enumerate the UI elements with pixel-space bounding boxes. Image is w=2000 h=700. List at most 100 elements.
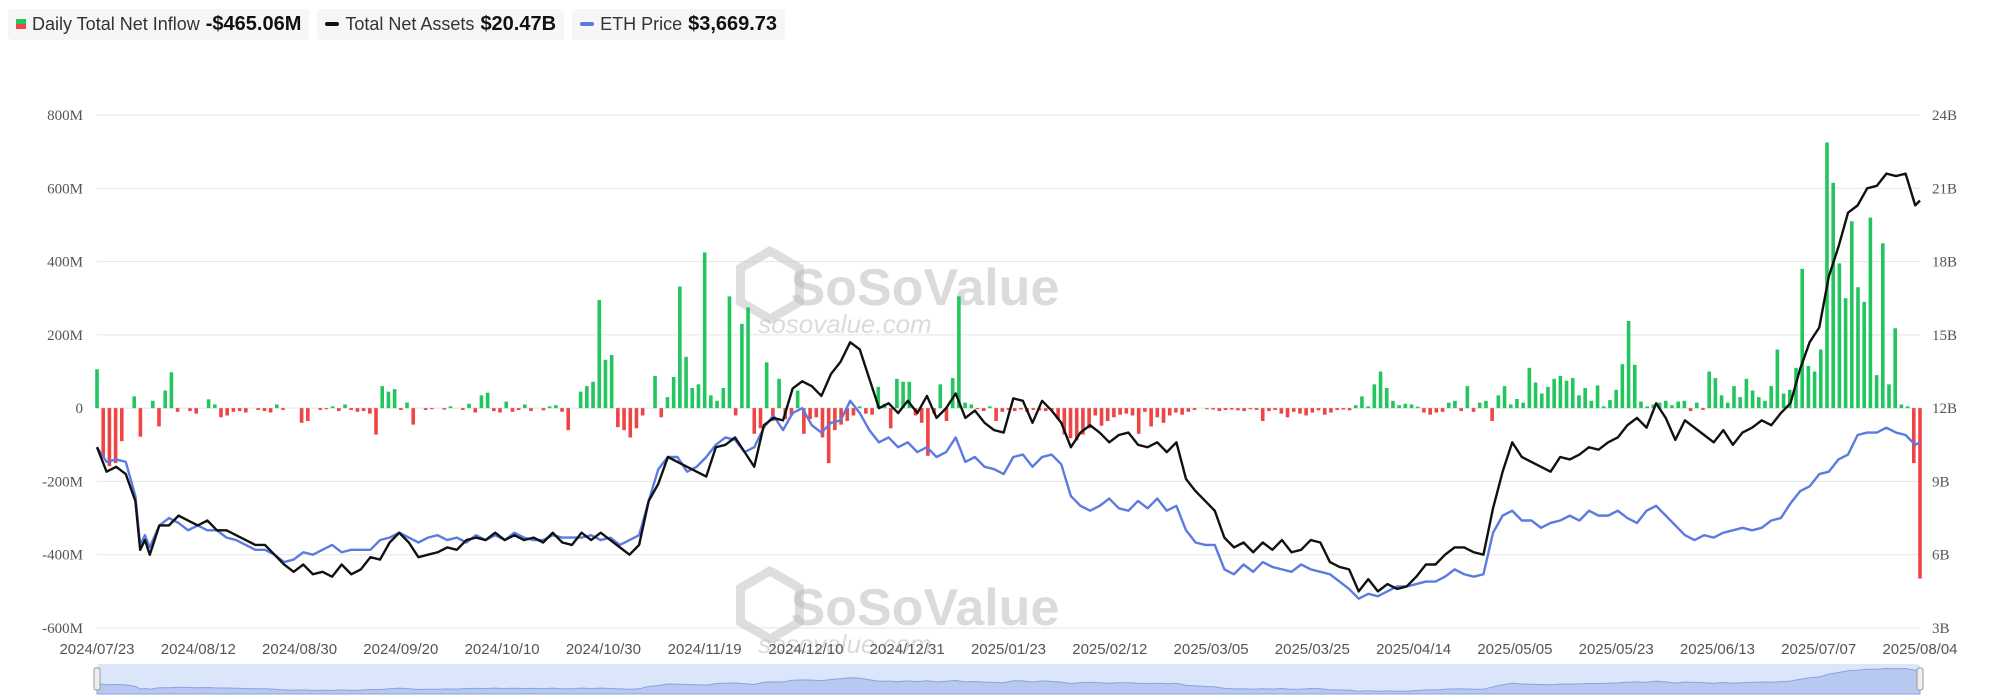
inflow-bar	[498, 408, 502, 413]
inflow-bar	[888, 408, 893, 429]
inflow-bar	[1856, 287, 1860, 409]
inflow-bar	[510, 408, 515, 412]
inflow-bar	[132, 396, 136, 409]
inflow-bar	[318, 408, 323, 410]
watermark-brand: SoSoValue	[791, 259, 1060, 317]
inflow-bar	[969, 404, 974, 409]
inflow-bar	[1682, 400, 1687, 409]
inflow-bar	[740, 323, 744, 409]
inflow-bar	[405, 402, 409, 409]
inflow-bar	[709, 395, 713, 409]
x-tick-label: 2024/07/23	[59, 641, 134, 658]
inflow-bar	[194, 408, 199, 414]
x-tick-label: 2025/04/14	[1376, 641, 1451, 658]
inflow-bar	[1912, 408, 1916, 464]
left-tick-label: 600M	[47, 181, 83, 197]
inflow-bar	[1409, 404, 1414, 409]
x-tick-label: 2024/10/10	[465, 641, 540, 658]
left-tick-label: 800M	[47, 108, 83, 124]
x-tick-label: 2025/05/05	[1477, 641, 1552, 658]
inflow-bar	[950, 378, 955, 409]
inflow-bar	[1477, 402, 1482, 409]
inflow-bar	[231, 408, 236, 412]
legend-item-eth[interactable]: ETH Price $3,669.73	[572, 8, 786, 40]
inflow-bar	[1874, 375, 1879, 409]
inflow-bar	[634, 408, 639, 429]
inflow-bar	[1812, 371, 1817, 409]
inflow-bar	[1099, 408, 1104, 426]
inflow-bar	[355, 408, 360, 412]
inflow-bar	[926, 408, 930, 456]
inflow-bar	[733, 408, 738, 416]
inflow-bar	[392, 389, 397, 409]
x-tick-label: 2025/02/12	[1072, 641, 1147, 658]
inflow-bar	[1893, 328, 1897, 409]
inflow-bar	[1763, 400, 1767, 409]
inflow-bar	[1434, 408, 1439, 413]
inflow-bar	[814, 408, 819, 418]
inflow-bar	[1149, 408, 1153, 427]
inflow-bar	[1087, 408, 1091, 429]
inflow-bar	[1738, 397, 1742, 409]
legend-assets-value: $20.47B	[480, 12, 557, 35]
inflow-bar	[380, 386, 385, 409]
inflow-bar	[461, 408, 465, 410]
inflow-bar	[1787, 389, 1792, 409]
inflow-bar	[758, 408, 763, 429]
left-tick-label: 200M	[47, 328, 83, 344]
inflow-bar	[1161, 408, 1166, 423]
watermark-url: sosovalue.com	[758, 309, 931, 339]
inflow-bar	[275, 404, 279, 409]
inflow-bar	[1074, 408, 1079, 441]
navigator-right-handle[interactable]	[1916, 667, 1924, 691]
inflow-bar	[1756, 397, 1761, 409]
inflow-bar	[721, 387, 726, 409]
assets-line-icon	[325, 22, 340, 26]
inflow-bar	[324, 408, 329, 410]
inflow-bar	[299, 408, 304, 423]
navigator-left-handle[interactable]	[93, 667, 101, 691]
x-tick-label: 2024/08/12	[161, 641, 236, 658]
inflow-bar	[430, 408, 434, 410]
right-tick-label: 12B	[1932, 401, 1957, 417]
inflow-bar	[715, 400, 719, 409]
inflow-bar	[1155, 408, 1160, 418]
inflow-bar	[1515, 398, 1519, 409]
inflow-bar	[1267, 408, 1271, 412]
inflow-bar	[1217, 408, 1222, 412]
inflow-bar	[1378, 371, 1383, 409]
inflow-bar	[1229, 408, 1234, 410]
range-navigator[interactable]	[93, 664, 1924, 695]
inflow-bar	[337, 408, 341, 412]
legend-item-assets[interactable]: Total Net Assets $20.47B	[317, 8, 565, 40]
right-tick-label: 21B	[1932, 181, 1957, 197]
inflow-bar	[120, 408, 124, 442]
inflow-bar	[845, 408, 850, 421]
x-tick-label: 2024/12/10	[768, 641, 843, 658]
inflow-bar	[597, 300, 602, 409]
inflow-bar	[1725, 402, 1730, 409]
inflow-bar	[1694, 402, 1699, 409]
inflow-bar	[981, 408, 986, 412]
inflow-bar	[473, 408, 478, 413]
inflow-bar	[492, 408, 496, 412]
inflow-bar	[938, 384, 943, 409]
inflow-bar	[833, 408, 837, 431]
inflow-bar	[1744, 378, 1749, 409]
legend-item-inflow[interactable]: Daily Total Net Inflow -$465.06M	[8, 8, 310, 40]
inflow-bar	[1143, 408, 1147, 412]
inflow-bar	[1012, 408, 1017, 412]
inflow-bar	[1862, 301, 1866, 409]
inflow-bar	[262, 408, 267, 412]
inflow-bar	[1397, 405, 1401, 409]
inflow-bar	[1366, 406, 1370, 409]
watermark-url: sosovalue.com	[758, 629, 931, 659]
inflow-bar	[1360, 396, 1364, 409]
eth-price-line	[95, 399, 1921, 600]
x-tick-label: 2024/11/19	[668, 641, 742, 658]
inflow-bar	[752, 408, 757, 434]
inflow-bar	[1769, 386, 1773, 409]
legend-eth-value: $3,669.73	[688, 12, 778, 35]
inflow-bar	[1453, 400, 1457, 409]
inflow-bar	[188, 408, 192, 412]
